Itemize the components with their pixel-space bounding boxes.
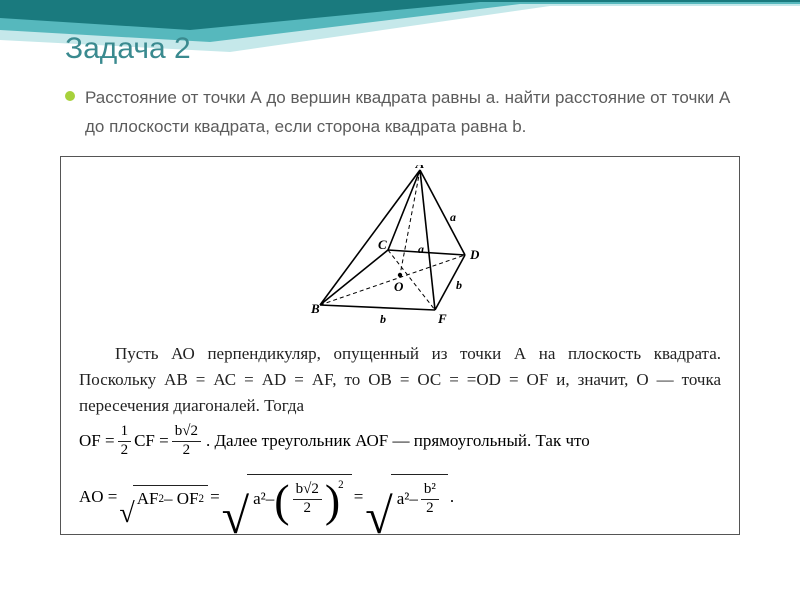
- fig-label-b2: b: [456, 278, 462, 292]
- sqrt-3: √ a² – b² 2: [365, 474, 448, 520]
- ao-label: AO =: [79, 487, 117, 507]
- fig-label-D: D: [469, 247, 480, 262]
- fig-label-B: B: [310, 301, 320, 316]
- problem-row: Расстояние от точки А до вершин квадрата…: [65, 84, 735, 142]
- sqrt-2: √ a² – ( b√2 2 )2: [222, 474, 352, 520]
- of-label: OF =: [79, 431, 115, 451]
- fig-label-b1: b: [380, 312, 386, 326]
- fig-label-F: F: [437, 311, 447, 326]
- fig-label-O: O: [394, 279, 404, 294]
- eq1: =: [210, 487, 220, 507]
- slide-title: Задача 2: [65, 32, 735, 66]
- bullet-icon: [65, 91, 75, 101]
- sol-p1b: . Далее треугольник АОF — прямоугольный.…: [206, 431, 590, 451]
- cf-label: CF =: [134, 431, 169, 451]
- fig-label-A: A: [415, 165, 425, 171]
- sol-p1a: Пусть АО перпендикуляр, опущенный из точ…: [79, 344, 721, 416]
- figure: A B C D F O a a b b: [79, 165, 721, 335]
- fig-label-C: C: [378, 237, 387, 252]
- formula-of: OF = 1 2 CF = b√2 2 . Далее треугольник …: [79, 424, 721, 459]
- fig-label-a1: a: [450, 210, 456, 224]
- solution-paragraph: Пусть АО перпендикуляр, опущенный из точ…: [79, 341, 721, 420]
- content-box: A B C D F O a a b b Пусть АО перпендикул…: [60, 156, 740, 536]
- frac-bsqrt2: b√2 2: [172, 424, 201, 459]
- fig-label-a2: a: [418, 242, 424, 256]
- sqrt-1: √ AF2 – OF2: [119, 485, 208, 509]
- problem-text: Расстояние от точки А до вершин квадрата…: [85, 84, 735, 142]
- period: .: [450, 487, 454, 507]
- formula-ao: AO = √ AF2 – OF2 = √ a² – ( b√2 2 )2: [79, 474, 721, 520]
- frac-half: 1 2: [118, 424, 132, 459]
- eq2: =: [354, 487, 364, 507]
